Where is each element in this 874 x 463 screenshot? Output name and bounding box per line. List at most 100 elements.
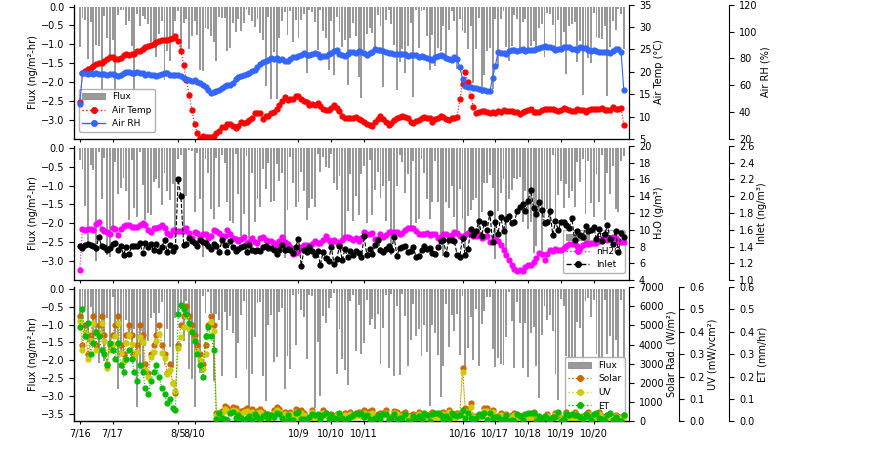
Bar [131, 289, 133, 362]
Bar [437, 6, 439, 48]
Bar [309, 289, 310, 295]
Bar [224, 148, 225, 163]
Bar [573, 289, 576, 361]
Bar [248, 6, 250, 15]
Bar [475, 289, 477, 309]
Bar [281, 289, 283, 308]
Bar [530, 148, 531, 222]
Bar [447, 148, 450, 208]
Bar [163, 148, 165, 173]
Bar [292, 148, 294, 182]
Bar [426, 289, 428, 352]
Bar [454, 6, 455, 21]
Bar [319, 6, 322, 10]
Bar [188, 289, 190, 369]
Bar [456, 6, 458, 69]
Bar [483, 289, 485, 312]
Bar [519, 148, 521, 177]
Bar [524, 148, 526, 191]
Bar [475, 148, 477, 198]
Bar [265, 148, 267, 189]
Bar [260, 6, 261, 33]
Bar [440, 6, 441, 51]
Bar [350, 289, 351, 300]
Bar [593, 6, 594, 13]
Bar [551, 148, 554, 155]
Bar [279, 148, 281, 181]
Bar [122, 289, 124, 376]
Bar [415, 6, 417, 10]
Bar [284, 289, 286, 388]
Bar [607, 289, 608, 354]
Bar [396, 289, 398, 306]
Bar [120, 148, 121, 188]
Y-axis label: Flux (ng/m²-hr): Flux (ng/m²-hr) [28, 35, 38, 109]
Bar [125, 6, 128, 25]
Bar [355, 6, 357, 36]
Bar [407, 148, 409, 174]
Bar [371, 148, 373, 215]
Bar [260, 289, 261, 302]
Bar [434, 289, 436, 333]
Bar [467, 289, 469, 348]
Bar [251, 289, 253, 374]
Bar [451, 148, 453, 186]
Bar [103, 289, 106, 361]
Bar [612, 6, 614, 21]
Bar [486, 6, 488, 51]
Bar [338, 148, 341, 176]
Bar [350, 6, 351, 38]
Bar [139, 289, 141, 369]
Bar [360, 148, 363, 174]
Bar [158, 6, 160, 34]
Bar [396, 6, 398, 90]
Bar [180, 6, 182, 51]
Bar [366, 148, 368, 223]
Bar [585, 6, 586, 46]
Bar [478, 6, 480, 18]
Bar [180, 289, 182, 309]
Bar [79, 289, 80, 327]
Bar [404, 289, 406, 316]
Bar [177, 289, 179, 313]
Bar [418, 289, 420, 329]
Bar [136, 289, 138, 407]
Bar [323, 6, 324, 31]
Bar [399, 289, 400, 375]
Bar [328, 148, 329, 168]
Bar [614, 148, 616, 209]
Bar [500, 289, 502, 364]
Bar [510, 148, 513, 190]
Bar [604, 289, 606, 300]
Bar [295, 148, 296, 206]
Bar [207, 289, 209, 292]
Bar [473, 148, 475, 200]
Bar [112, 6, 114, 40]
Bar [117, 289, 119, 389]
Bar [481, 289, 482, 324]
Bar [609, 6, 611, 47]
Bar [90, 289, 92, 307]
Bar [432, 289, 434, 325]
Bar [109, 148, 111, 257]
Bar [464, 289, 466, 375]
Bar [256, 148, 259, 200]
Bar [538, 289, 540, 398]
Bar [221, 148, 223, 155]
Bar [147, 148, 149, 213]
Bar [323, 148, 324, 157]
Bar [517, 289, 518, 302]
Bar [612, 289, 614, 375]
Bar [161, 6, 163, 21]
Bar [571, 289, 572, 373]
Y-axis label: Solar Rad. (W/m²): Solar Rad. (W/m²) [666, 311, 676, 397]
Bar [212, 6, 215, 42]
Bar [149, 148, 152, 215]
Bar [489, 289, 491, 296]
Bar [262, 289, 264, 375]
Bar [136, 148, 138, 217]
Bar [517, 148, 518, 179]
Bar [347, 148, 349, 211]
Bar [420, 148, 422, 159]
Bar [306, 148, 308, 220]
